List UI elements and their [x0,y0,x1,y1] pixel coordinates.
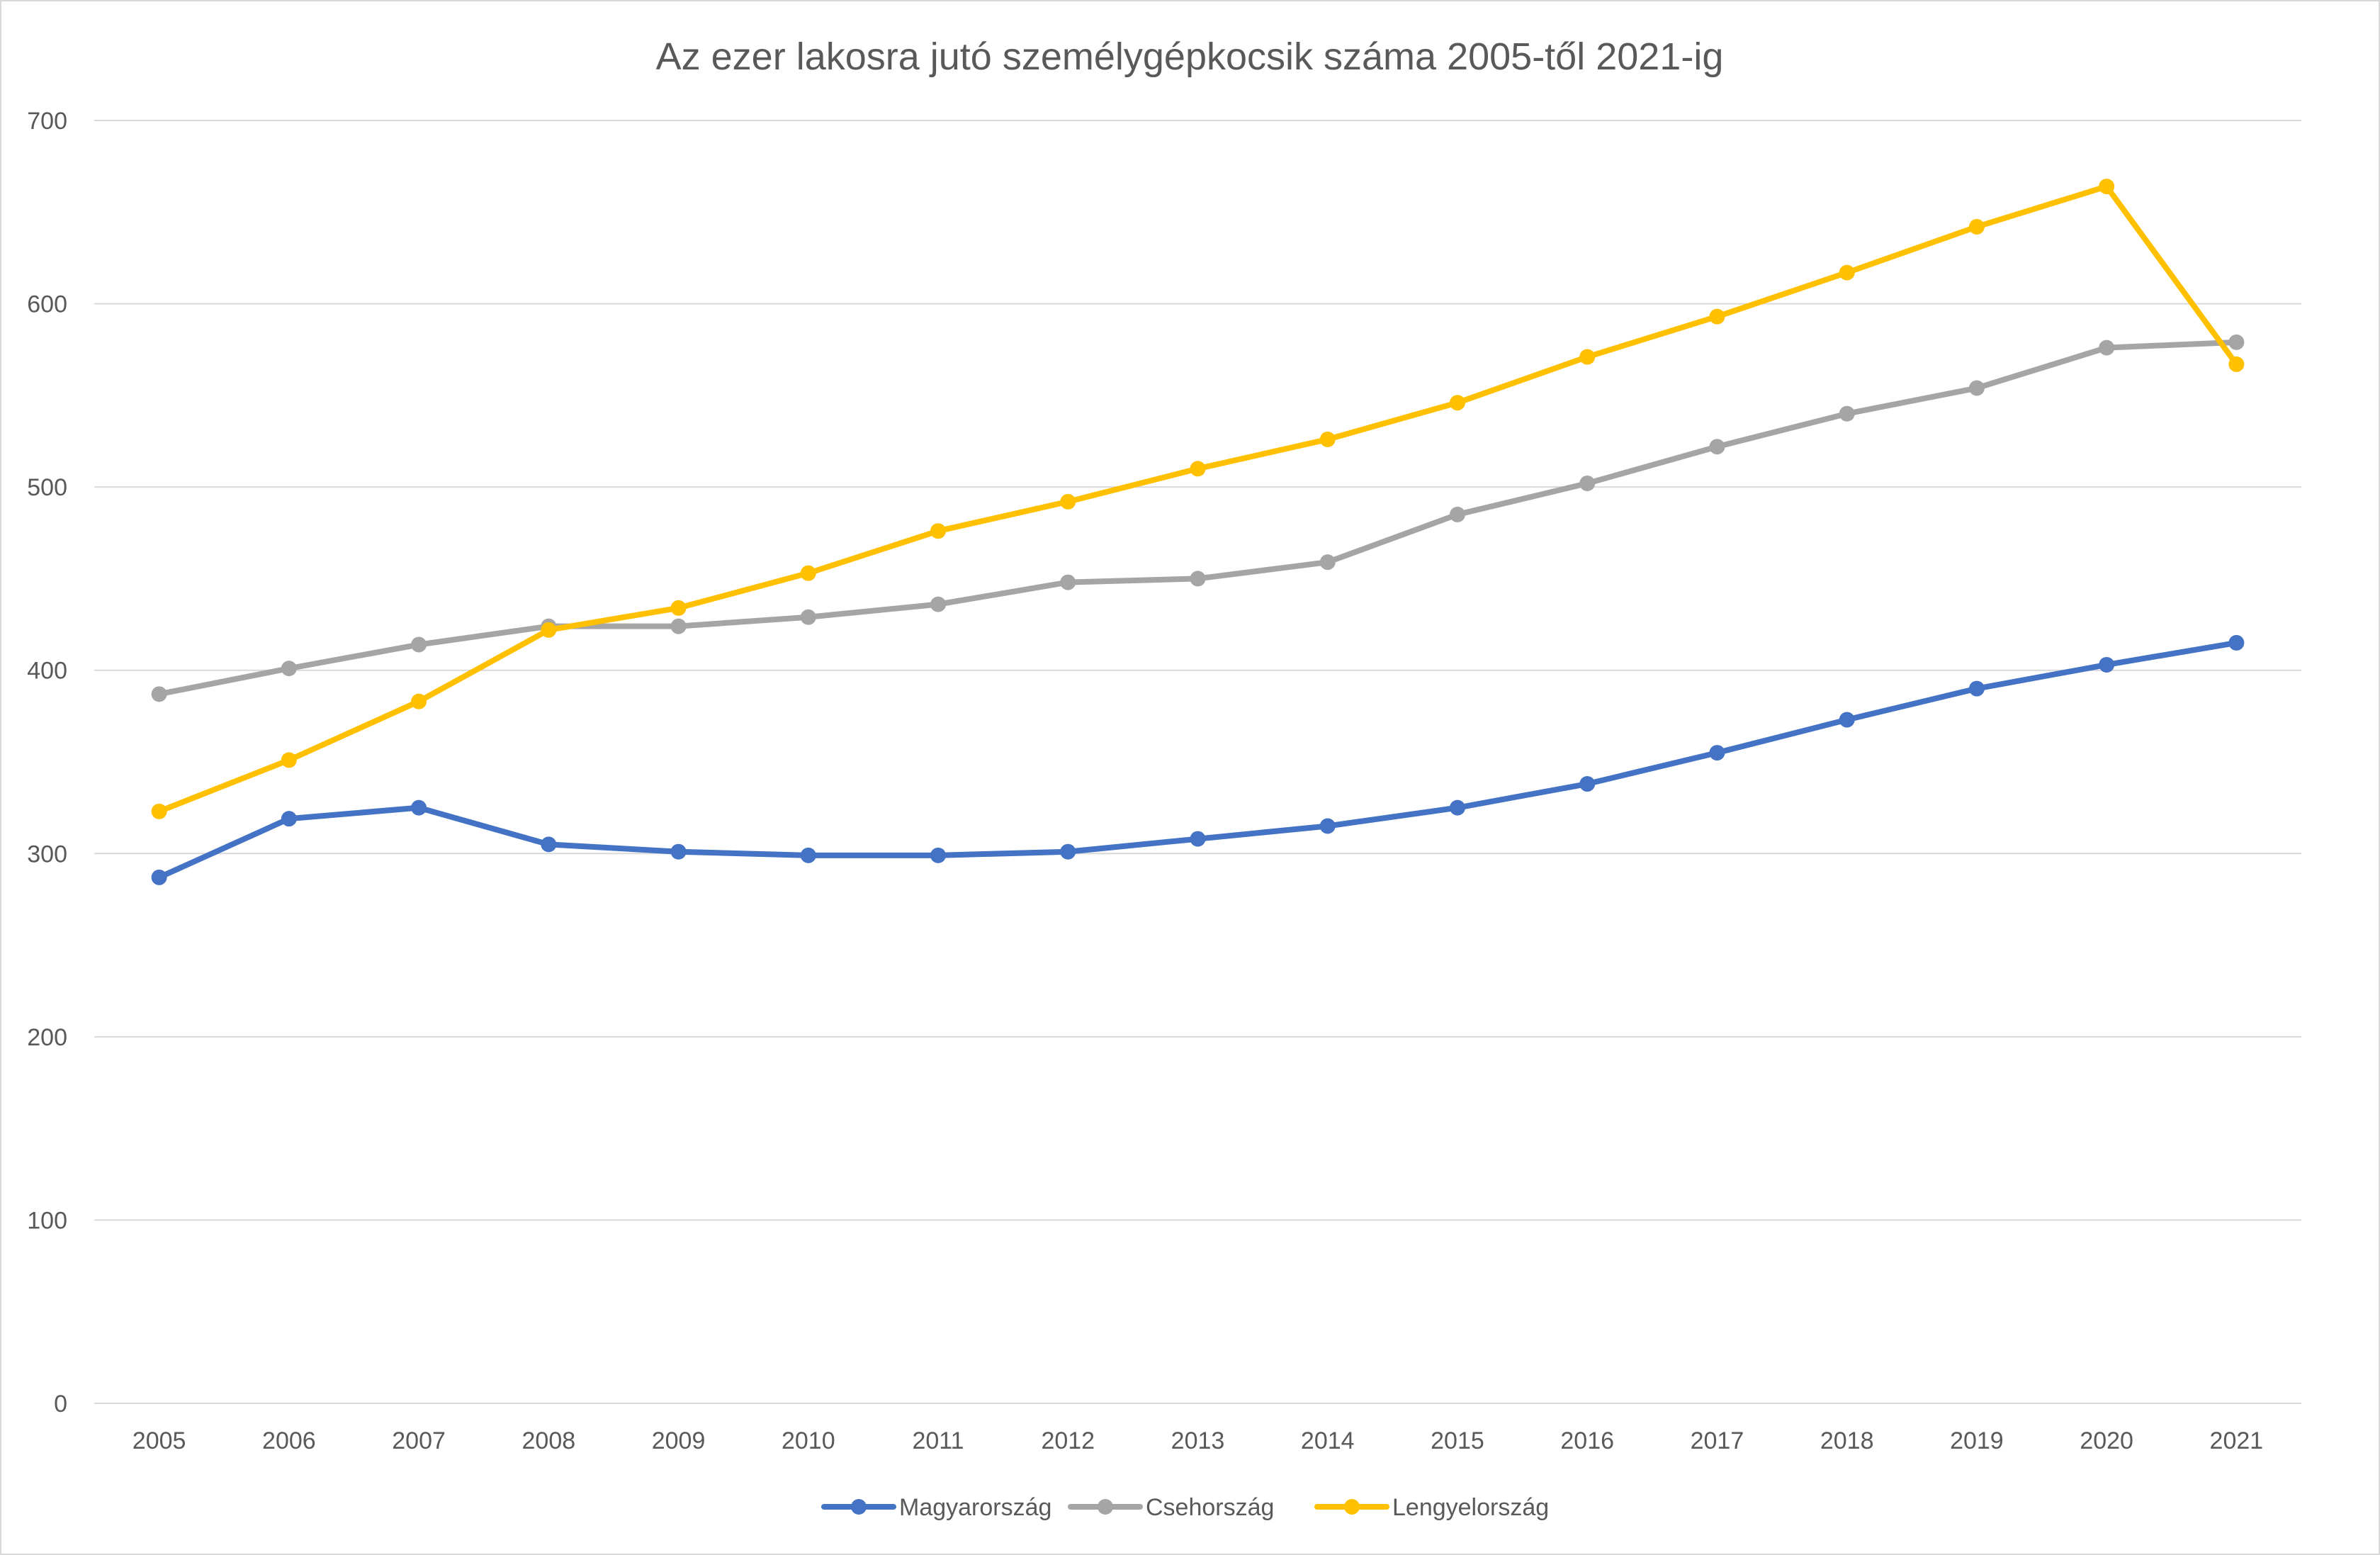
gridlines [94,120,2301,1404]
x-tick-label: 2019 [1950,1427,2004,1454]
data-point [281,752,297,768]
y-tick-label: 200 [27,1024,67,1051]
data-point [1709,745,1725,761]
data-point [541,836,557,853]
data-point [1319,431,1336,447]
y-axis-ticks: 0 100 200 300 400 500 600 700 [27,108,67,1418]
x-tick-label: 2006 [262,1427,316,1454]
data-point [1060,493,1076,510]
data-point [281,811,297,827]
x-tick-label: 2014 [1301,1427,1355,1454]
data-point [1579,776,1596,792]
y-tick-label: 500 [27,474,67,501]
chart-title: Az ezer lakosra jutó személygépkocsik sz… [656,35,1724,78]
y-tick-label: 300 [27,841,67,868]
data-point [541,622,557,638]
x-tick-label: 2013 [1171,1427,1225,1454]
data-point [1190,831,1206,847]
data-point [1060,843,1076,860]
data-point [411,799,427,816]
x-tick-label: 2017 [1691,1427,1744,1454]
data-point [1968,218,1985,235]
data-point [1839,712,1855,728]
legend-label: Lengyelország [1392,1494,1549,1521]
x-tick-label: 2015 [1431,1427,1484,1454]
data-point [1579,349,1596,365]
data-point [2099,656,2115,673]
series-line [156,184,2240,814]
x-axis-ticks: 2005 2006 2007 2008 2009 2010 2011 2012 2013 2014… [132,1427,2263,1454]
x-tick-label: 2018 [1820,1427,1874,1454]
data-point [1190,461,1206,477]
data-point [670,600,687,616]
series-Magyarország [151,634,2245,885]
legend-item: Csehország [1068,1494,1274,1521]
y-tick-label: 400 [27,658,67,685]
data-point [1968,680,1985,697]
x-tick-label: 2011 [912,1427,964,1454]
data-point [1839,264,1855,281]
legend: Magyarország Csehország Lengyelország [821,1494,1549,1521]
series-line [156,339,2240,697]
series-Lengyelország [151,179,2245,819]
data-point [151,869,167,885]
data-point [1968,380,1985,396]
data-point [1449,799,1465,816]
data-point [1319,554,1336,571]
x-tick-label: 2008 [522,1427,576,1454]
legend-marker-dot [851,1499,867,1515]
legend-item: Magyarország [821,1494,1051,1521]
data-point [930,847,947,863]
x-tick-label: 2021 [2210,1427,2264,1454]
data-point [800,847,816,863]
x-tick-label: 2012 [1041,1427,1095,1454]
x-tick-label: 2016 [1560,1427,1614,1454]
data-point [2099,179,2115,195]
legend-marker-dot [1344,1499,1360,1515]
data-point [2099,339,2115,356]
data-point [1709,439,1725,455]
data-point [1190,571,1206,587]
series-lines [151,179,2245,885]
data-point [1579,475,1596,491]
x-tick-label: 2009 [652,1427,706,1454]
data-point [930,523,947,539]
legend-item: Lengyelország [1314,1494,1549,1521]
data-point [670,618,687,634]
y-tick-label: 700 [27,108,67,135]
data-point [2228,634,2245,651]
y-tick-label: 600 [27,291,67,318]
data-point [151,803,167,819]
y-tick-label: 0 [54,1391,67,1418]
legend-marker-dot [1098,1499,1113,1515]
x-tick-label: 2007 [392,1427,446,1454]
data-point [670,843,687,860]
x-tick-label: 2020 [2080,1427,2133,1454]
data-point [2228,334,2245,350]
data-point [930,596,947,612]
x-tick-label: 2005 [132,1427,186,1454]
data-point [1839,405,1855,422]
series-Csehország [151,334,2245,702]
x-tick-label: 2010 [782,1427,835,1454]
legend-label: Magyarország [899,1494,1051,1521]
data-point [1449,395,1465,411]
data-point [411,693,427,709]
data-point [1060,574,1076,590]
data-point [2228,356,2245,372]
data-point [1319,818,1336,834]
data-point [151,686,167,702]
data-point [1449,506,1465,522]
data-point [800,609,816,625]
data-point [1709,308,1725,325]
data-point [800,565,816,581]
y-tick-label: 100 [27,1207,67,1234]
data-point [281,661,297,677]
data-point [411,636,427,653]
legend-label: Csehország [1146,1494,1274,1521]
